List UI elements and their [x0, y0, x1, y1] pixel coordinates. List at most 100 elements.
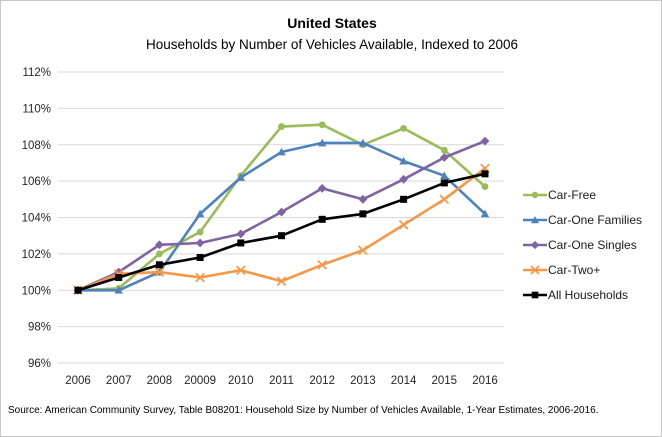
square-marker: [400, 195, 408, 203]
triangle-marker: [480, 209, 490, 218]
x-tick-label: 2016: [472, 375, 498, 387]
square-marker: [115, 274, 123, 282]
y-tick-label: 102%: [22, 249, 51, 261]
circle-marker: [400, 124, 407, 132]
car-one-families-line-marker-icon: [523, 216, 547, 224]
legend-item-car-two-plus: Car-Two+: [523, 262, 642, 278]
x-tick-label: 2015: [432, 375, 458, 387]
source-note: Source: American Community Survey, Table…: [8, 405, 599, 416]
circle-marker: [481, 183, 489, 190]
legend-item-car-one-singles: Car-One Singles: [523, 237, 642, 253]
square-marker: [74, 286, 82, 294]
legend-marker-car-two: [530, 265, 540, 275]
triangle-marker: [318, 138, 327, 147]
square-marker: [155, 261, 163, 269]
x-tick-label: 2013: [350, 375, 376, 387]
chart-legend: Car-Free Car-One Families Car-One Single…: [523, 187, 642, 312]
x-axis-tick-labels: 2006 2007 2008 20009 2010 2011 2012 2013 2014 201…: [65, 375, 498, 387]
circle-marker: [318, 121, 326, 129]
square-marker: [318, 215, 326, 223]
square-marker: [440, 179, 448, 187]
x-marker: [154, 267, 165, 277]
x-tick-label: 2010: [228, 375, 254, 387]
triangle-marker: [236, 173, 245, 181]
x-tick-label: 2006: [65, 375, 91, 387]
triangle-marker: [114, 286, 123, 294]
y-tick-label: 104%: [22, 213, 51, 225]
diamond-marker: [358, 194, 368, 204]
square-marker: [278, 232, 285, 240]
y-tick-label: 108%: [22, 140, 51, 152]
chart-title: United States: [287, 15, 377, 31]
diamond-marker: [399, 174, 408, 184]
legend-label-car-free: Car-Free: [548, 188, 597, 202]
legend-label-all-households: All Households: [548, 288, 629, 302]
triangle-marker: [440, 171, 449, 180]
y-tick-label: 110%: [22, 103, 51, 115]
chart-subtitle: Households by Number of Vehicles Availab…: [146, 37, 518, 52]
series-car-free: [74, 121, 489, 294]
triangle-marker: [195, 209, 205, 218]
diamond-marker: [277, 207, 286, 217]
x-marker: [317, 259, 328, 270]
x-marker: [358, 245, 368, 256]
square-marker: [196, 254, 204, 262]
x-marker: [276, 276, 287, 286]
diamond-marker: [114, 267, 124, 277]
y-tick-label: 100%: [22, 285, 51, 297]
car-free-line-marker-icon: [523, 191, 547, 199]
circle-marker: [196, 228, 204, 236]
legend-marker-car-one-singles: [530, 240, 540, 250]
legend-item-car-one-families: Car-One Families: [523, 212, 642, 228]
legend-label-car-one-families: Car-One Families: [548, 213, 643, 227]
legend-item-car-free: Car-Free: [523, 187, 642, 203]
series-all-households: [74, 170, 489, 294]
triangle-marker: [399, 156, 408, 165]
y-tick-label: 96%: [28, 358, 51, 370]
triangle-marker: [277, 147, 286, 156]
x-marker: [398, 219, 409, 230]
legend-label-car-two-plus: Car-Two+: [548, 263, 601, 277]
x-marker: [439, 194, 450, 205]
x-marker: [530, 265, 540, 275]
x-tick-label: 2008: [147, 375, 173, 387]
legend-marker-car-free: [531, 191, 539, 199]
series-line-car-one-families: [76, 141, 487, 292]
diamond-marker: [480, 136, 490, 146]
square-marker: [359, 210, 367, 218]
diamond-marker: [155, 240, 164, 250]
diamond-marker: [236, 229, 246, 239]
triangle-marker: [531, 216, 539, 224]
circle-marker: [278, 123, 285, 130]
diamond-marker: [317, 184, 327, 193]
diamond-marker: [439, 153, 449, 162]
x-marker: [195, 272, 205, 283]
diamond-marker: [530, 240, 540, 250]
y-axis-tick-labels: 112% 110% 108% 106% 104% 102% 100% 98% 96%: [22, 67, 51, 370]
circle-marker: [531, 191, 539, 199]
square-marker: [481, 170, 489, 178]
y-tick-label: 98%: [28, 322, 51, 334]
legend-label-car-one-singles: Car-One Singles: [548, 238, 637, 252]
circle-marker: [156, 250, 163, 258]
circle-marker: [440, 146, 448, 154]
x-tick-label: 2011: [269, 375, 294, 387]
x-tick-label: 20009: [184, 375, 216, 387]
square-marker: [531, 291, 539, 299]
square-marker: [237, 239, 245, 247]
legend-marker-car-one-families: [531, 216, 539, 224]
x-tick-label: 2007: [106, 375, 132, 387]
diamond-marker: [195, 238, 205, 248]
y-tick-label: 112%: [22, 67, 51, 79]
x-marker: [235, 265, 246, 276]
x-tick-label: 2012: [309, 375, 335, 387]
all-households-line-marker-icon: [523, 291, 547, 299]
y-tick-label: 106%: [22, 176, 51, 188]
car-two-plus-line-marker-icon: [523, 265, 547, 275]
x-tick-label: 2014: [391, 375, 417, 387]
car-one-singles-line-marker-icon: [523, 240, 547, 250]
triangle-marker: [358, 138, 368, 147]
series-car-one-singles: [73, 136, 490, 295]
